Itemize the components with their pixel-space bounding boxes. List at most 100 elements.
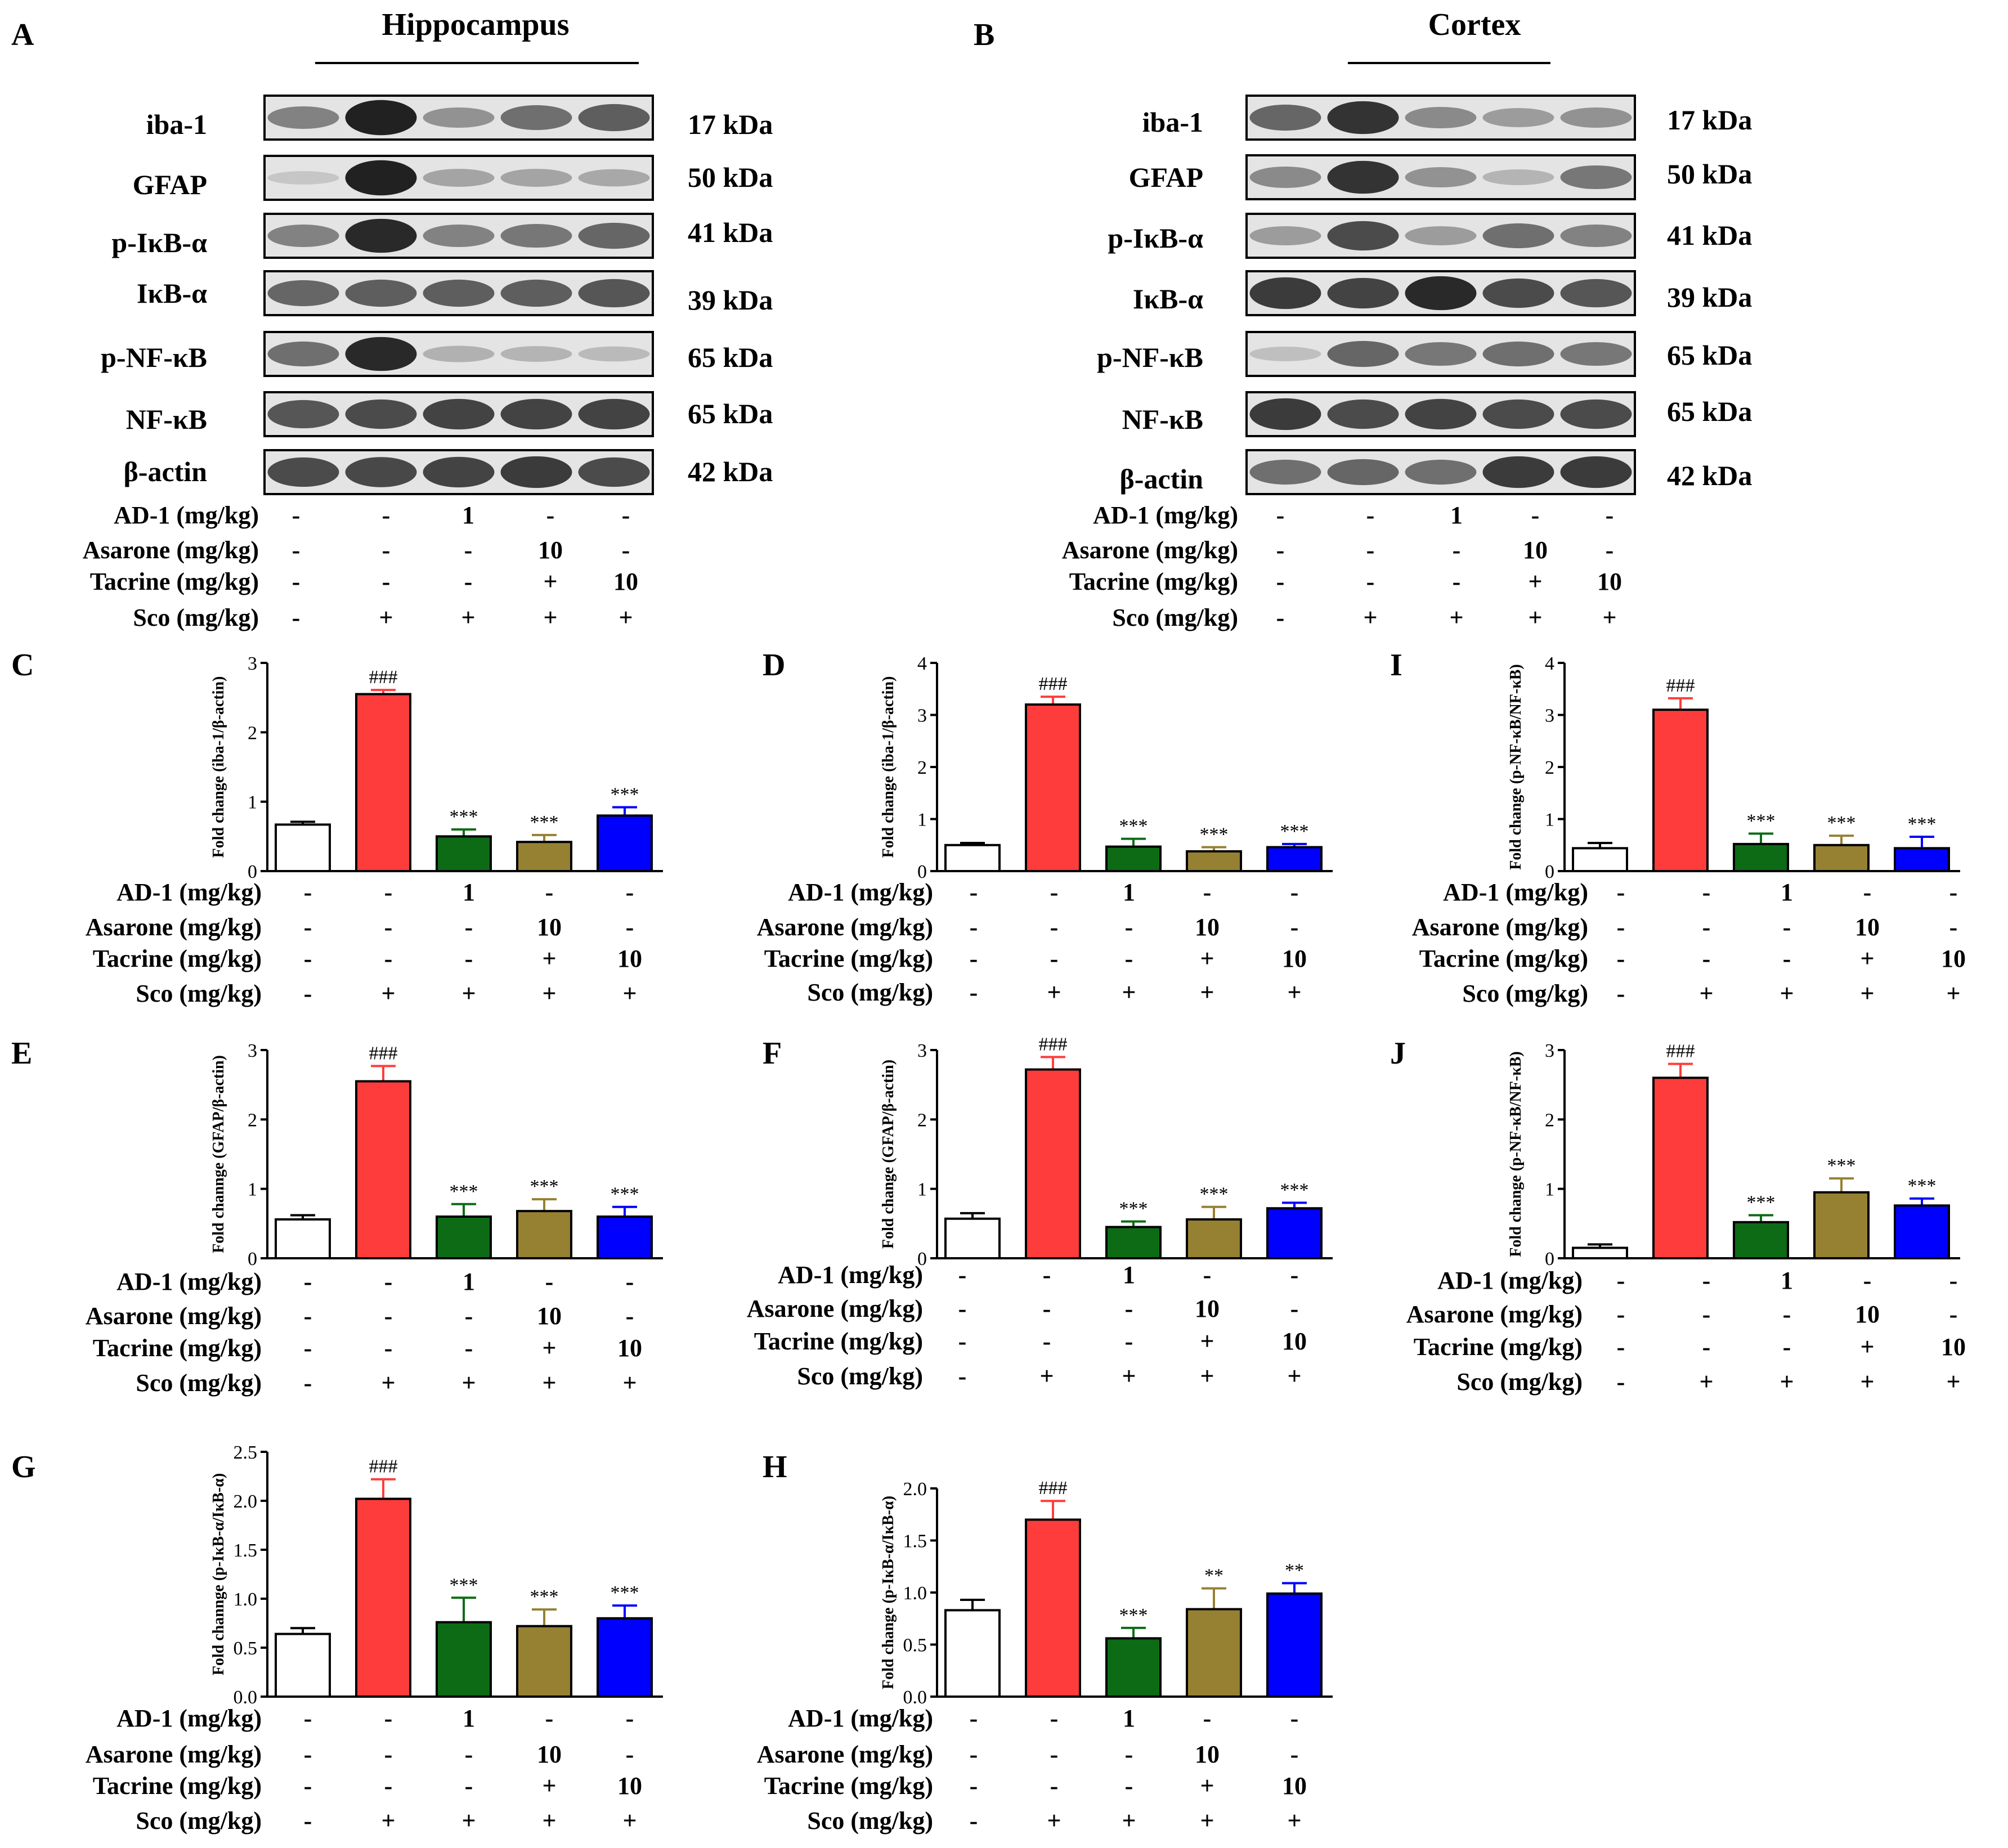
western-band [1249,277,1321,310]
y-tick-label: 0 [1545,1249,1554,1270]
y-tick-label: 0 [917,862,927,882]
y-tick-label: 3 [917,706,927,726]
treatment-label: Asarone (mg/kg) [757,913,933,941]
treatment-value: 1 [1450,501,1463,529]
western-band [1482,169,1554,185]
treatment-value: - [384,913,393,941]
western-band [267,280,339,307]
molecular-weight: 65 kDa [688,398,773,429]
western-band [345,279,417,307]
molecular-weight: 50 kDa [688,162,773,193]
bar [1025,703,1081,872]
treatment-value: - [1949,1267,1958,1294]
treatment-value: - [382,536,391,564]
western-band [500,346,572,362]
treatment-value: - [382,568,391,595]
treatment-value: - [1290,1261,1299,1289]
significance-label: ### [1666,675,1695,696]
treatment-value: - [384,1268,393,1295]
treatment-value: - [1043,1295,1051,1322]
treatment-label: Sco (mg/kg) [136,1369,262,1397]
significance-label: *** [530,1586,559,1607]
treatment-value: + [1602,604,1616,631]
western-band [423,169,495,187]
bar [1266,1207,1323,1259]
western-band [423,346,495,362]
treatment-value: - [1949,1300,1958,1328]
bar [275,823,331,873]
treatment-value: - [465,1741,473,1768]
y-tick-label: 0 [248,1249,257,1270]
treatment-value: - [1050,1705,1059,1732]
bar [1266,846,1323,872]
treatment-value: - [626,1268,634,1295]
y-axis-label: Fold channge (GFAP/β-actin) [210,1055,227,1253]
treatment-value: - [1783,1333,1791,1361]
y-tick-label: 2.0 [234,1491,258,1512]
treatment-value: - [622,501,630,529]
western-band [1560,279,1632,308]
treatment-label: Tacrine (mg/kg) [1414,1333,1583,1361]
significance-label: *** [530,1176,559,1197]
treatment-label: AD-1 (mg/kg) [116,1705,262,1732]
treatment-value: 10 [1523,536,1548,564]
treatment-value: - [1125,945,1133,972]
panel-letter-G: G [11,1450,36,1484]
treatment-value: + [1122,979,1136,1006]
bar [1572,1246,1628,1259]
y-tick-label: 2 [917,757,927,778]
bar [1105,1637,1162,1698]
treatment-label: Asarone (mg/kg) [86,1302,262,1330]
y-tick-label: 3 [1545,706,1554,726]
treatment-label: Asarone (mg/kg) [747,1295,923,1322]
treatment-value: - [1702,1333,1711,1361]
treatment-value: - [958,1261,967,1289]
western-band [1560,165,1632,190]
treatment-value: + [542,1772,556,1800]
significance-label: ### [1039,1034,1068,1055]
blot-label: p-IκB-α [1108,222,1203,254]
y-tick-label: 2 [1545,1110,1554,1131]
significance-label: *** [450,1575,478,1595]
treatment-value: + [1449,604,1463,631]
significance-label: ### [369,1043,398,1064]
western-band [578,279,650,308]
blot-label: iba-1 [1142,106,1203,138]
western-band [423,398,495,430]
western-band [1560,456,1632,488]
treatment-value: - [1702,878,1711,906]
treatment-value: + [1860,945,1874,972]
treatment-value: + [1946,980,1960,1007]
western-band [1482,107,1554,128]
treatment-value: 10 [538,536,563,564]
bar [355,1497,411,1698]
treatment-value: + [543,604,557,631]
treatment-value: 10 [617,1772,642,1800]
treatment-label: Asarone (mg/kg) [757,1741,933,1768]
treatment-label: AD-1 (mg/kg) [788,1705,933,1732]
bar [1894,847,1950,873]
treatment-value: - [292,604,301,631]
treatment-value: - [465,913,473,941]
blot-label: β-actin [123,456,207,487]
treatment-value: 10 [1195,1741,1220,1768]
western-band [1327,160,1399,194]
treatment-value: - [1290,1705,1299,1732]
treatment-value: + [381,1369,395,1397]
molecular-weight: 39 kDa [688,284,773,316]
treatment-label: Asarone (mg/kg) [86,913,262,941]
treatment-value: + [622,1369,637,1397]
western-band [345,160,417,196]
treatment-value: 10 [537,1302,562,1330]
treatment-value: - [304,980,312,1007]
treatment-value: - [1050,1741,1059,1768]
treatment-value: - [970,1705,978,1732]
treatment-label: Tacrine (mg/kg) [93,945,262,972]
treatment-value: - [1606,501,1614,529]
bar [275,1218,331,1260]
western-band [1327,101,1399,134]
western-band [1405,398,1477,430]
treatment-value: + [461,980,476,1007]
treatment-value: - [1043,1327,1051,1355]
western-band [1249,104,1321,131]
